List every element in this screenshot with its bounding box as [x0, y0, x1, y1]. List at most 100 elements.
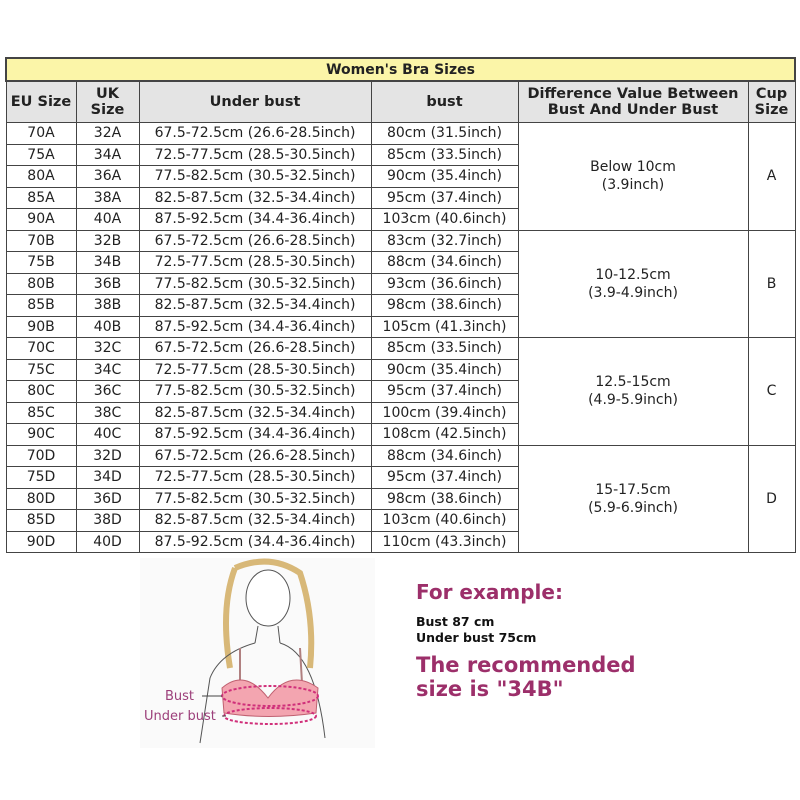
- table-row: 70B 32B 67.5-72.5cm (26.6-28.5inch) 83cm (3…: [5, 229, 796, 338]
- bust-cell: 110cm (43.3inch): [370, 530, 519, 553]
- table-row: 80D 36D 77.5-82.5cm (30.5-32.5inch) 98cm (3…: [5, 487, 795, 510]
- table-row: 90A 40A 87.5-92.5cm (34.4-36.4inch) 103cm (…: [5, 208, 795, 231]
- uk-size-cell: 40B: [75, 315, 140, 338]
- eu-size-cell: 90D: [5, 530, 77, 553]
- table-row: 90C 40C 87.5-92.5cm (34.4-36.4inch) 108cm (…: [5, 423, 795, 446]
- bust-cell: 85cm (33.5inch): [370, 143, 519, 166]
- under-bust-cell: 77.5-82.5cm (30.5-32.5inch): [138, 380, 372, 403]
- eu-size-cell: 70B: [5, 229, 77, 252]
- bra-measurement-illustration: Bust Under bust: [140, 558, 375, 748]
- bust-cell: 105cm (41.3inch): [370, 315, 519, 338]
- under-bust-cell: 67.5-72.5cm (26.6-28.5inch): [138, 444, 372, 467]
- under-bust-cell: 82.5-87.5cm (32.5-34.4inch): [138, 186, 372, 209]
- under-bust-cell: 77.5-82.5cm (30.5-32.5inch): [138, 165, 372, 188]
- bust-cell: 90cm (35.4inch): [370, 358, 519, 381]
- uk-size-cell: 40D: [75, 530, 140, 553]
- header-difference: Difference Value Between Bust And Under B…: [517, 80, 749, 123]
- bust-cell: 93cm (36.6inch): [370, 272, 519, 295]
- bust-cell: 90cm (35.4inch): [370, 165, 519, 188]
- uk-size-cell: 40C: [75, 423, 140, 446]
- uk-size-cell: 32A: [75, 122, 140, 145]
- under-bust-cell: 77.5-82.5cm (30.5-32.5inch): [138, 272, 372, 295]
- table-row: 85A 38A 82.5-87.5cm (32.5-34.4inch) 95cm (3…: [5, 186, 795, 209]
- under-bust-cell: 87.5-92.5cm (34.4-36.4inch): [138, 315, 372, 338]
- bust-cell: 108cm (42.5inch): [370, 423, 519, 446]
- example-heading: For example:: [416, 580, 563, 604]
- bust-cell: 80cm (31.5inch): [370, 122, 519, 145]
- eu-size-cell: 75C: [5, 358, 77, 381]
- cup-size-cell: A: [747, 122, 796, 231]
- bust-label: Bust: [165, 689, 194, 704]
- uk-size-cell: 38A: [75, 186, 140, 209]
- bust-cell: 95cm (37.4inch): [370, 380, 519, 403]
- eu-size-cell: 80D: [5, 487, 77, 510]
- eu-size-cell: 85D: [5, 509, 77, 532]
- table-row: 70D 32D 67.5-72.5cm (26.6-28.5inch) 88cm (3…: [5, 444, 796, 553]
- under-bust-cell: 72.5-77.5cm (28.5-30.5inch): [138, 358, 372, 381]
- recommended-size: The recommended size is "34B": [416, 653, 636, 701]
- table-row: 70C 32C 67.5-72.5cm (26.6-28.5inch) 85cm (3…: [5, 337, 796, 446]
- bust-cell: 83cm (32.7inch): [370, 229, 519, 252]
- uk-size-cell: 36C: [75, 380, 140, 403]
- bust-cell: 103cm (40.6inch): [370, 208, 519, 231]
- difference-cell: 15-17.5cm (5.9-6.9inch): [517, 444, 749, 553]
- example-measurements: Bust 87 cm Under bust 75cm: [416, 614, 537, 645]
- under-bust-cell: 82.5-87.5cm (32.5-34.4inch): [138, 401, 372, 424]
- eu-size-cell: 85C: [5, 401, 77, 424]
- eu-size-cell: 75D: [5, 466, 77, 489]
- table-row: 90D 40D 87.5-92.5cm (34.4-36.4inch) 110cm (…: [5, 530, 795, 553]
- eu-size-cell: 75A: [5, 143, 77, 166]
- header-under-bust: Under bust: [138, 80, 372, 123]
- uk-size-cell: 34C: [75, 358, 140, 381]
- under-bust-cell: 87.5-92.5cm (34.4-36.4inch): [138, 423, 372, 446]
- uk-size-cell: 40A: [75, 208, 140, 231]
- uk-size-cell: 38C: [75, 401, 140, 424]
- under-bust-cell: 67.5-72.5cm (26.6-28.5inch): [138, 229, 372, 252]
- uk-size-cell: 32C: [75, 337, 140, 360]
- table-row: 85D 38D 82.5-87.5cm (32.5-34.4inch) 103cm (…: [5, 509, 795, 532]
- table-title: Women's Bra Sizes: [5, 57, 796, 82]
- difference-cell: Below 10cm (3.9inch): [517, 122, 749, 231]
- uk-size-cell: 36B: [75, 272, 140, 295]
- cup-size-cell: B: [747, 229, 796, 338]
- table-row: 80C 36C 77.5-82.5cm (30.5-32.5inch) 95cm (3…: [5, 380, 795, 403]
- uk-size-cell: 32B: [75, 229, 140, 252]
- bust-cell: 100cm (39.4inch): [370, 401, 519, 424]
- under-bust-cell: 87.5-92.5cm (34.4-36.4inch): [138, 208, 372, 231]
- uk-size-cell: 38D: [75, 509, 140, 532]
- uk-size-cell: 32D: [75, 444, 140, 467]
- header-bust: bust: [370, 80, 519, 123]
- eu-size-cell: 75B: [5, 251, 77, 274]
- under-bust-cell: 87.5-92.5cm (34.4-36.4inch): [138, 530, 372, 553]
- eu-size-cell: 80B: [5, 272, 77, 295]
- eu-size-cell: 85B: [5, 294, 77, 317]
- bra-size-table: Women's Bra Sizes EU Size UK Size Under b…: [5, 57, 796, 553]
- under-bust-cell: 72.5-77.5cm (28.5-30.5inch): [138, 466, 372, 489]
- eu-size-cell: 80A: [5, 165, 77, 188]
- table-row: 80B 36B 77.5-82.5cm (30.5-32.5inch) 93cm (3…: [5, 272, 795, 295]
- uk-size-cell: 34B: [75, 251, 140, 274]
- table-row: 75C 34C 72.5-77.5cm (28.5-30.5inch) 90cm (3…: [5, 358, 795, 381]
- under-bust-cell: 82.5-87.5cm (32.5-34.4inch): [138, 509, 372, 532]
- eu-size-cell: 70D: [5, 444, 77, 467]
- under-bust-cell: 67.5-72.5cm (26.6-28.5inch): [138, 337, 372, 360]
- under-bust-cell: 67.5-72.5cm (26.6-28.5inch): [138, 122, 372, 145]
- uk-size-cell: 36D: [75, 487, 140, 510]
- table-row: 85B 38B 82.5-87.5cm (32.5-34.4inch) 98cm (3…: [5, 294, 795, 317]
- bust-cell: 88cm (34.6inch): [370, 444, 519, 467]
- under-bust-cell: 82.5-87.5cm (32.5-34.4inch): [138, 294, 372, 317]
- eu-size-cell: 80C: [5, 380, 77, 403]
- under-bust-cell: 77.5-82.5cm (30.5-32.5inch): [138, 487, 372, 510]
- difference-cell: 10-12.5cm (3.9-4.9inch): [517, 229, 749, 338]
- eu-size-cell: 90B: [5, 315, 77, 338]
- table-row: 70A 32A 67.5-72.5cm (26.6-28.5inch) 80cm (3…: [5, 122, 796, 231]
- cup-size-cell: C: [747, 337, 796, 446]
- eu-size-cell: 85A: [5, 186, 77, 209]
- table-row: 75B 34B 72.5-77.5cm (28.5-30.5inch) 88cm (3…: [5, 251, 795, 274]
- under-bust-cell: 72.5-77.5cm (28.5-30.5inch): [138, 251, 372, 274]
- difference-cell: 12.5-15cm (4.9-5.9inch): [517, 337, 749, 446]
- cup-size-cell: D: [747, 444, 796, 553]
- header-uk-size: UK Size: [75, 80, 140, 123]
- bust-cell: 88cm (34.6inch): [370, 251, 519, 274]
- uk-size-cell: 34D: [75, 466, 140, 489]
